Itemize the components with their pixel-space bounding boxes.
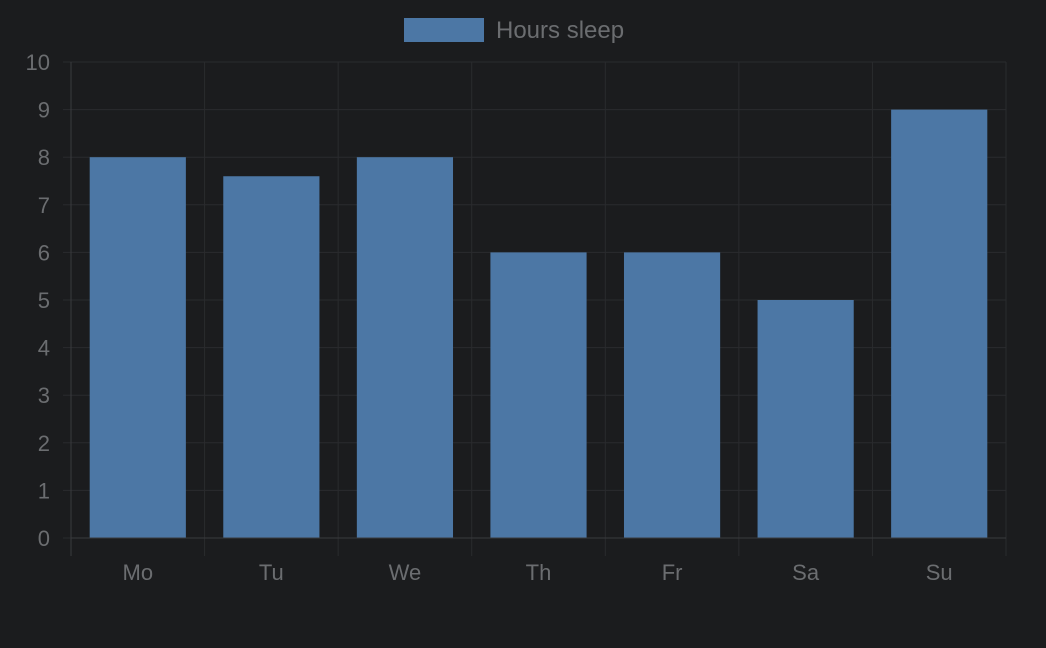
- bar-fr[interactable]: [623, 252, 721, 538]
- y-tick-label: 4: [38, 336, 50, 361]
- x-tick-label: We: [389, 560, 422, 585]
- x-tick-label: Su: [926, 560, 953, 585]
- x-tick-label: Mo: [123, 560, 154, 585]
- y-tick-label: 5: [38, 288, 50, 313]
- bar-we[interactable]: [356, 157, 454, 538]
- y-tick-labels: 0 1 2 3 4 5 6 7 8 9 10: [26, 50, 50, 551]
- bar-sa[interactable]: [757, 300, 854, 538]
- bar-su[interactable]: [891, 109, 988, 538]
- x-tick-label: Th: [526, 560, 552, 585]
- y-tick-label: 10: [26, 50, 50, 75]
- x-tick-label: Tu: [259, 560, 284, 585]
- y-tick-label: 9: [38, 98, 50, 123]
- y-tick-label: 8: [38, 145, 50, 170]
- x-tick-label: Fr: [662, 560, 683, 585]
- bar-mo[interactable]: [89, 157, 186, 538]
- legend[interactable]: Hours sleep: [404, 17, 624, 44]
- x-tick-labels: Mo Tu We Th Fr Sa Su: [123, 560, 953, 585]
- legend-swatch: [404, 18, 484, 42]
- y-tick-label: 0: [38, 526, 50, 551]
- y-tick-label: 7: [38, 193, 50, 218]
- y-tick-label: 1: [38, 478, 50, 503]
- x-tick-label: Sa: [792, 560, 820, 585]
- y-tick-label: 6: [38, 240, 50, 265]
- y-tick-label: 3: [38, 383, 50, 408]
- legend-label: Hours sleep: [496, 17, 624, 44]
- bar-tu[interactable]: [223, 176, 320, 539]
- axes: [70, 62, 1006, 556]
- bars: [89, 109, 988, 539]
- bar-th[interactable]: [490, 252, 587, 538]
- y-tick-label: 2: [38, 431, 50, 456]
